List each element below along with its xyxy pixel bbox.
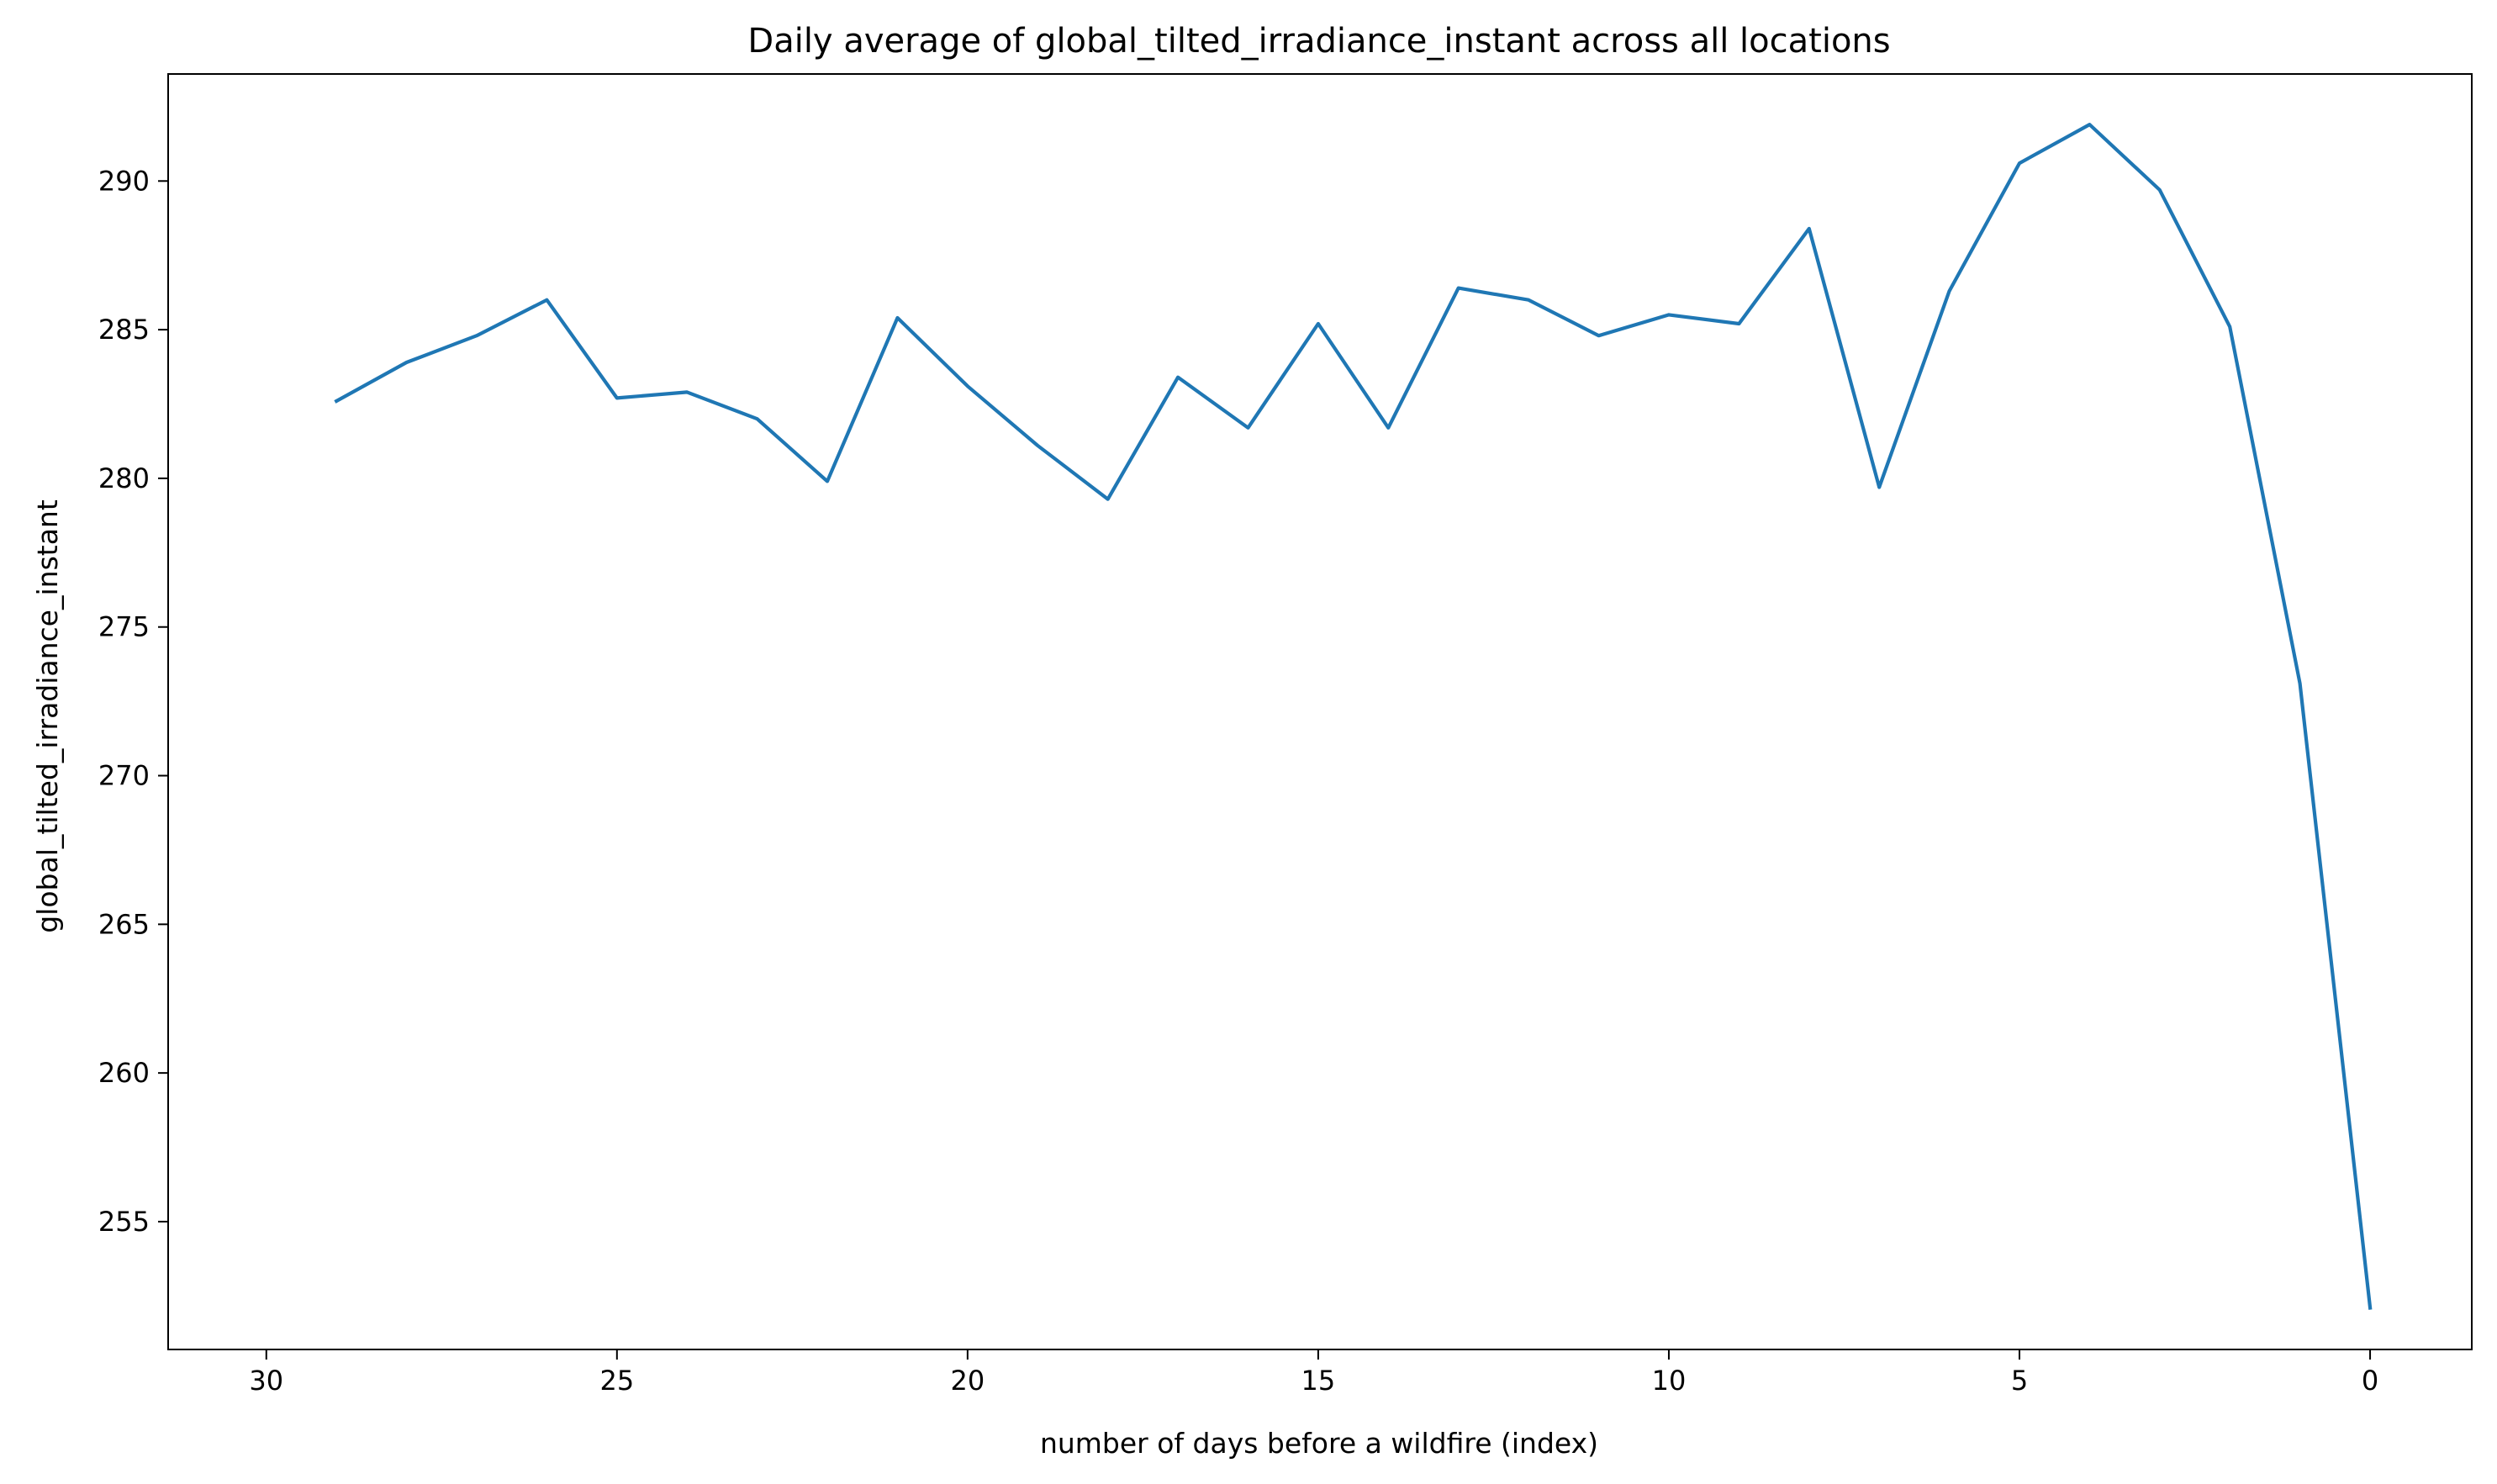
y-tick-label: 265 (98, 908, 150, 940)
y-tick-label: 280 (98, 462, 150, 494)
x-tick-label: 10 (1652, 1365, 1687, 1397)
chart-title: Daily average of global_tilted_irradianc… (747, 22, 1890, 61)
x-tick-label: 0 (2362, 1365, 2378, 1397)
y-tick-label: 275 (98, 611, 150, 643)
y-tick-label: 255 (98, 1206, 150, 1238)
y-tick-label: 290 (98, 165, 150, 197)
y-tick-label: 260 (98, 1057, 150, 1089)
x-tick-label: 15 (1301, 1365, 1336, 1397)
y-axis-label: global_tilted_irradiance_instant (31, 499, 64, 933)
x-tick-label: 30 (249, 1365, 283, 1397)
series-line-0 (334, 123, 2373, 1310)
y-tick-label: 270 (98, 760, 150, 792)
x-axis-label: number of days before a wildfire (index) (1040, 1427, 1598, 1460)
y-tick-label: 285 (98, 314, 150, 346)
x-tick-label: 25 (599, 1365, 634, 1397)
x-tick-label: 5 (2011, 1365, 2028, 1397)
plot-area: 30 25 20 15 10 5 0 255 260 265 270 275 280 285 290 (98, 73, 2473, 1397)
x-tick-label: 20 (951, 1365, 985, 1397)
axes-frame (167, 73, 2473, 1350)
